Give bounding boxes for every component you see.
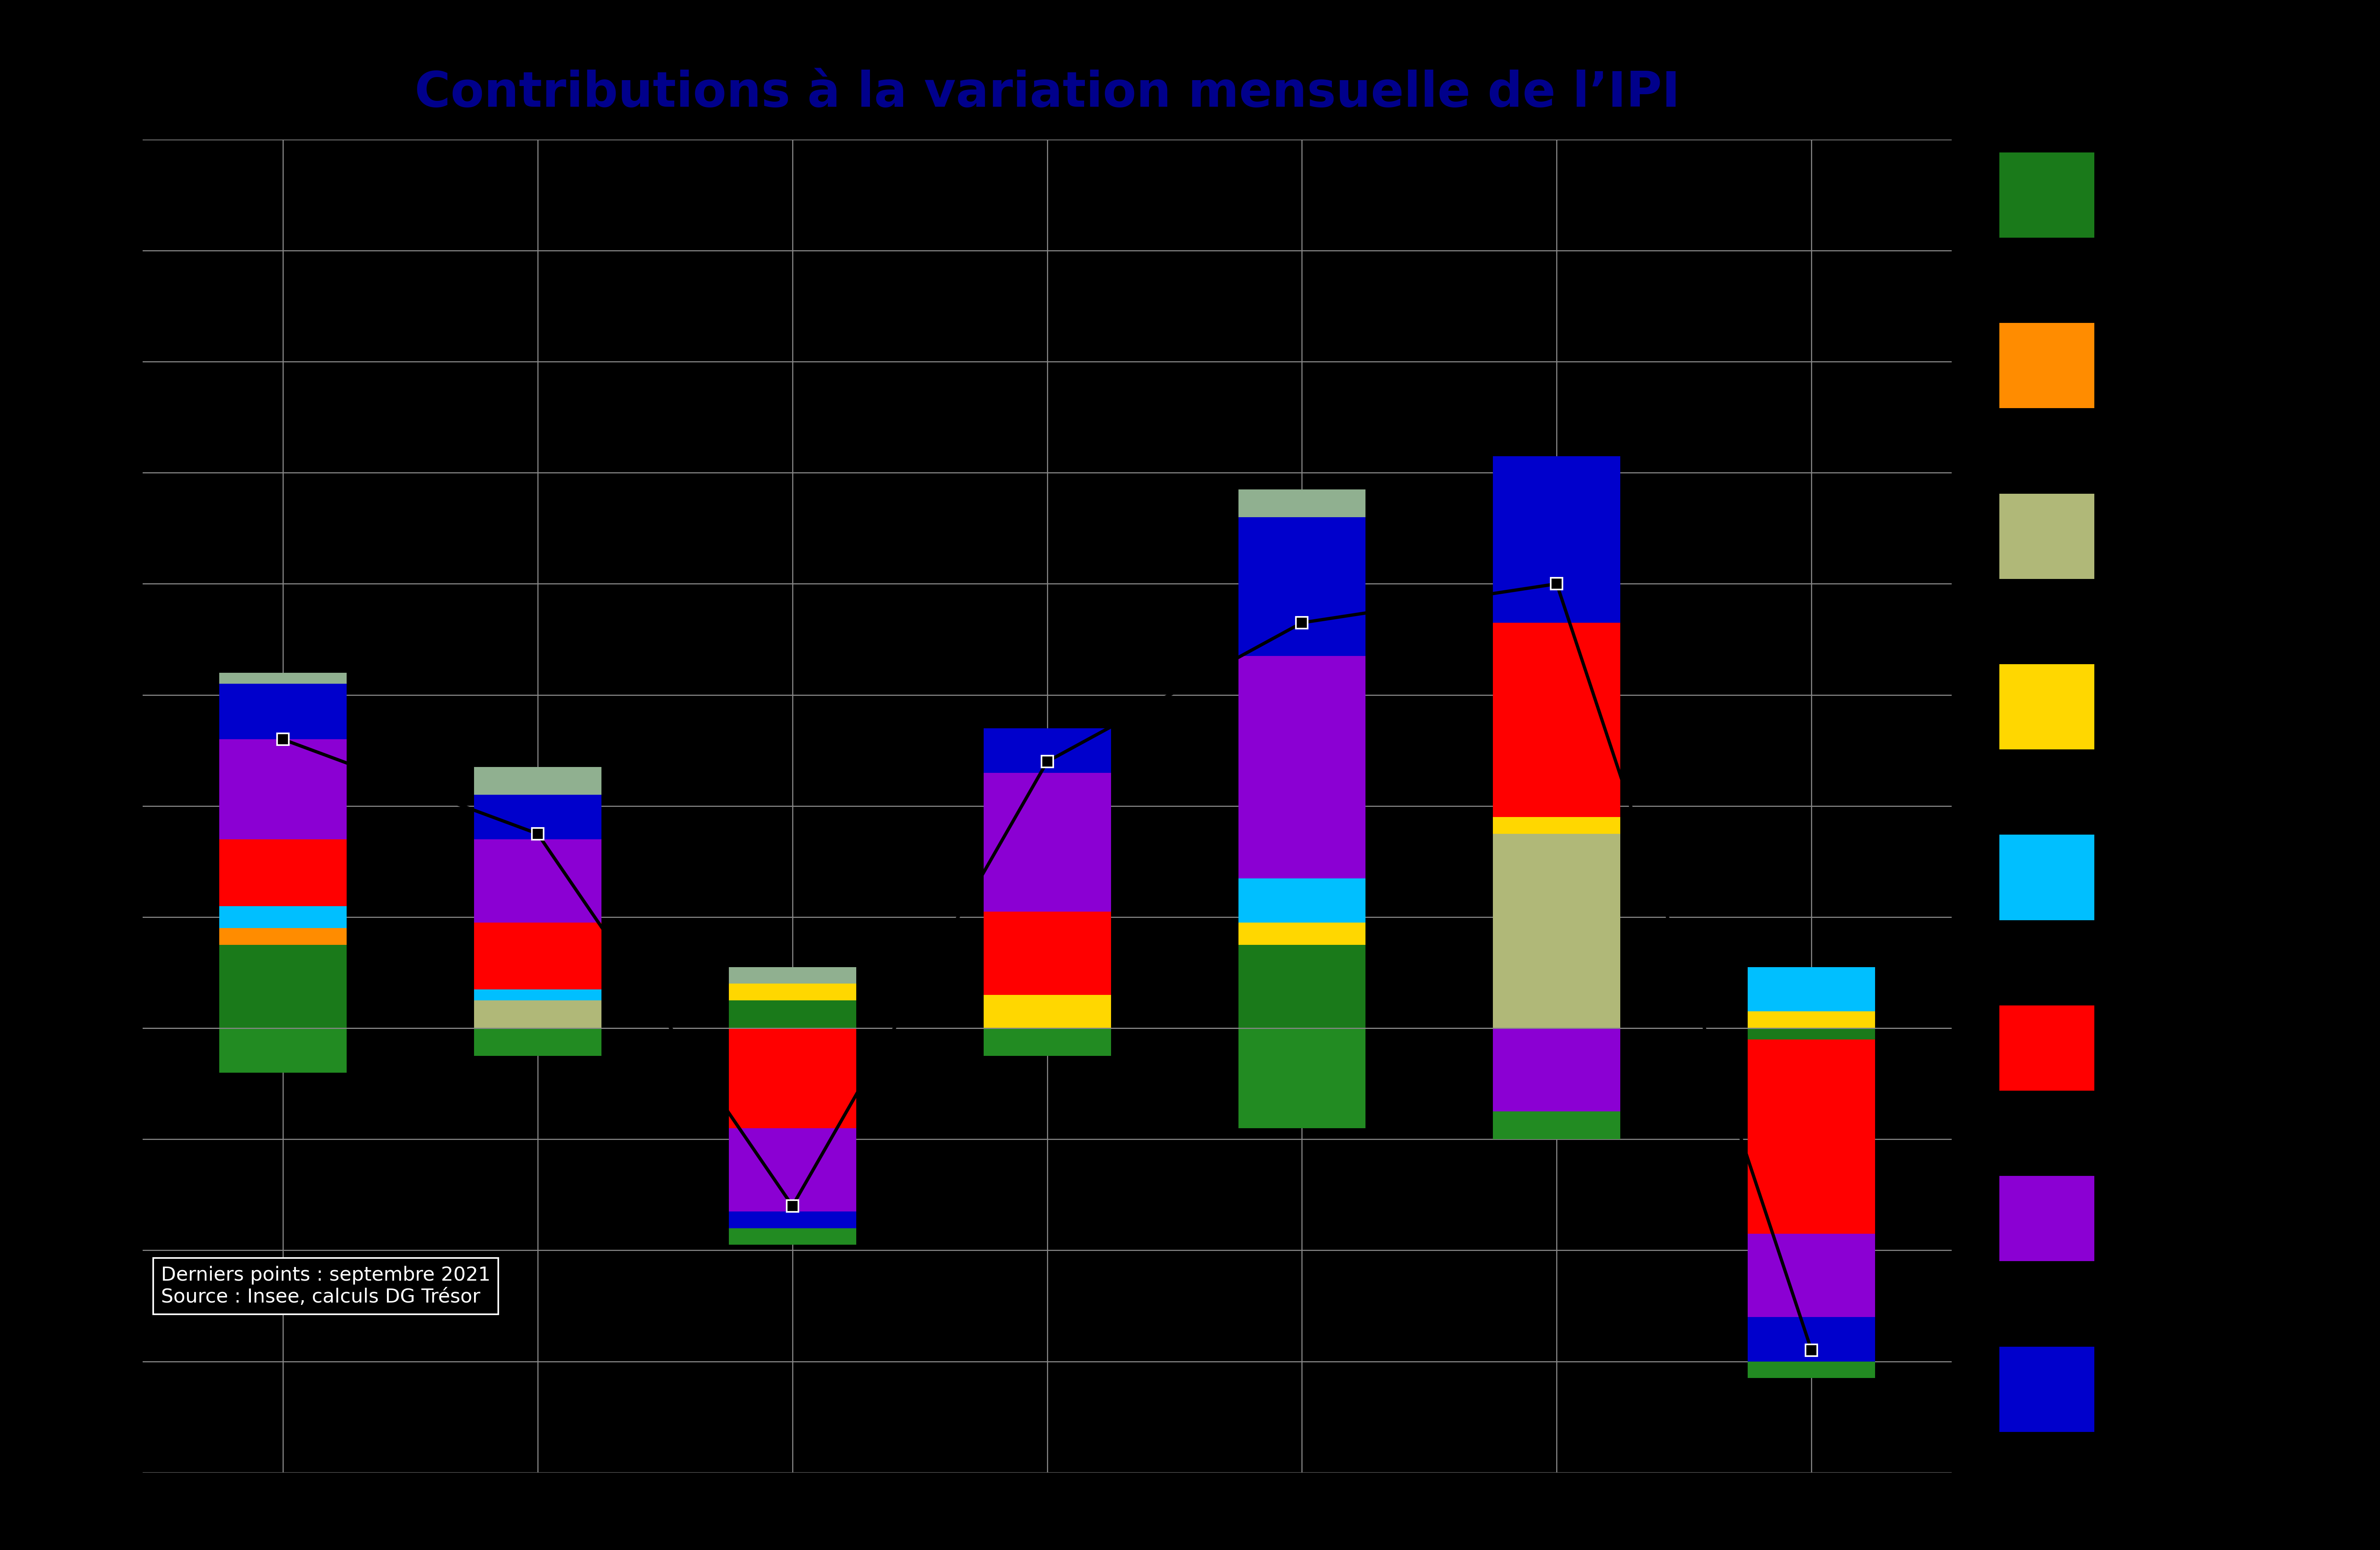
- Bar: [1747, 967, 1875, 1012]
- Bar: [983, 995, 1111, 1028]
- Bar: [728, 1212, 857, 1228]
- Bar: [728, 1128, 857, 1212]
- Bar: [728, 967, 857, 984]
- Bar: [1492, 1028, 1621, 1111]
- Bar: [1238, 879, 1366, 922]
- Bar: [728, 1028, 857, 1128]
- Bar: [474, 767, 602, 795]
- Bar: [1238, 1028, 1366, 1128]
- Bar: [1238, 490, 1366, 518]
- Bar: [219, 673, 347, 684]
- Bar: [474, 795, 602, 840]
- Bar: [219, 928, 347, 946]
- Bar: [1238, 656, 1366, 879]
- Bar: [219, 946, 347, 1028]
- Bar: [474, 922, 602, 989]
- Bar: [728, 1000, 857, 1028]
- Bar: [219, 905, 347, 928]
- Bar: [474, 1000, 602, 1028]
- Bar: [219, 739, 347, 840]
- Text: Derniers points : septembre 2021
Source : Insee, calculs DG Trésor: Derniers points : septembre 2021 Source …: [162, 1266, 490, 1307]
- Bar: [983, 911, 1111, 995]
- Bar: [1492, 817, 1621, 834]
- Bar: [219, 684, 347, 739]
- Bar: [983, 728, 1111, 773]
- Bar: [474, 1028, 602, 1056]
- Bar: [728, 1228, 857, 1245]
- Bar: [219, 1028, 347, 1073]
- Text: Contributions à la variation mensuelle de l’IPI: Contributions à la variation mensuelle d…: [414, 70, 1680, 118]
- Bar: [1747, 1038, 1875, 1234]
- Bar: [983, 1028, 1111, 1056]
- Bar: [1492, 456, 1621, 623]
- Bar: [1747, 1234, 1875, 1318]
- Bar: [1492, 1111, 1621, 1139]
- Bar: [1492, 834, 1621, 1028]
- Bar: [1238, 922, 1366, 945]
- Bar: [1238, 946, 1366, 1028]
- Bar: [1238, 518, 1366, 656]
- Bar: [219, 840, 347, 905]
- Bar: [1492, 623, 1621, 817]
- Bar: [1747, 1361, 1875, 1378]
- Bar: [728, 984, 857, 1000]
- Bar: [474, 840, 602, 922]
- Bar: [1747, 1028, 1875, 1038]
- Bar: [474, 989, 602, 1000]
- Bar: [1747, 1012, 1875, 1028]
- Bar: [983, 773, 1111, 911]
- Bar: [1747, 1318, 1875, 1361]
